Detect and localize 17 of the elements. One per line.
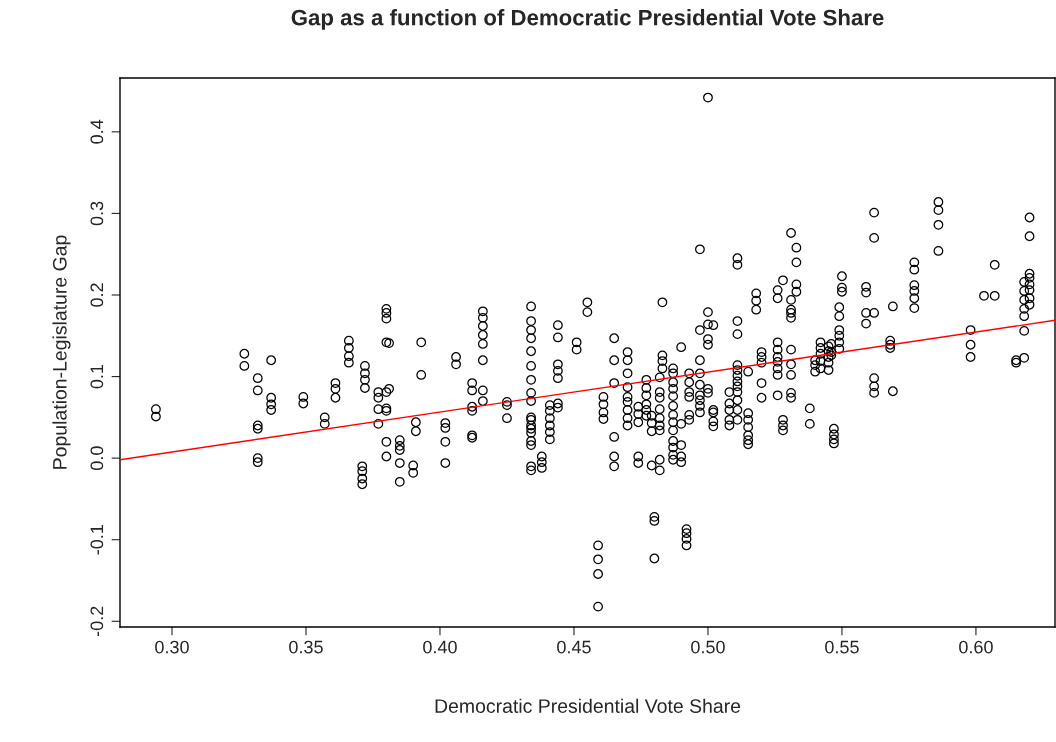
y-tick-label: 0.0: [90, 446, 104, 470]
y-tick-label: 0.3: [90, 201, 104, 226]
x-tick-label: 0.45: [557, 640, 591, 654]
x-axis-title: Democratic Presidential Vote Share: [435, 698, 741, 713]
y-tick-label: -0.1: [90, 525, 104, 555]
y-tick-label: 0.1: [90, 364, 104, 389]
x-tick-label: 0.60: [959, 640, 993, 654]
x-tick-label: 0.55: [825, 640, 859, 654]
y-tick-label: 0.4: [90, 119, 104, 144]
x-tick-label: 0.30: [155, 640, 189, 654]
y-axis-title: Population-Legislature Gap: [52, 235, 71, 469]
x-tick-label: 0.50: [691, 640, 725, 654]
x-tick-label: 0.35: [289, 640, 323, 654]
x-tick-label: 0.40: [423, 640, 457, 654]
chart-title: Gap as a function of Democratic Presidential Vote Share: [291, 9, 884, 30]
y-tick-label: -0.2: [90, 606, 104, 637]
y-tick-label: 0.2: [90, 283, 104, 307]
